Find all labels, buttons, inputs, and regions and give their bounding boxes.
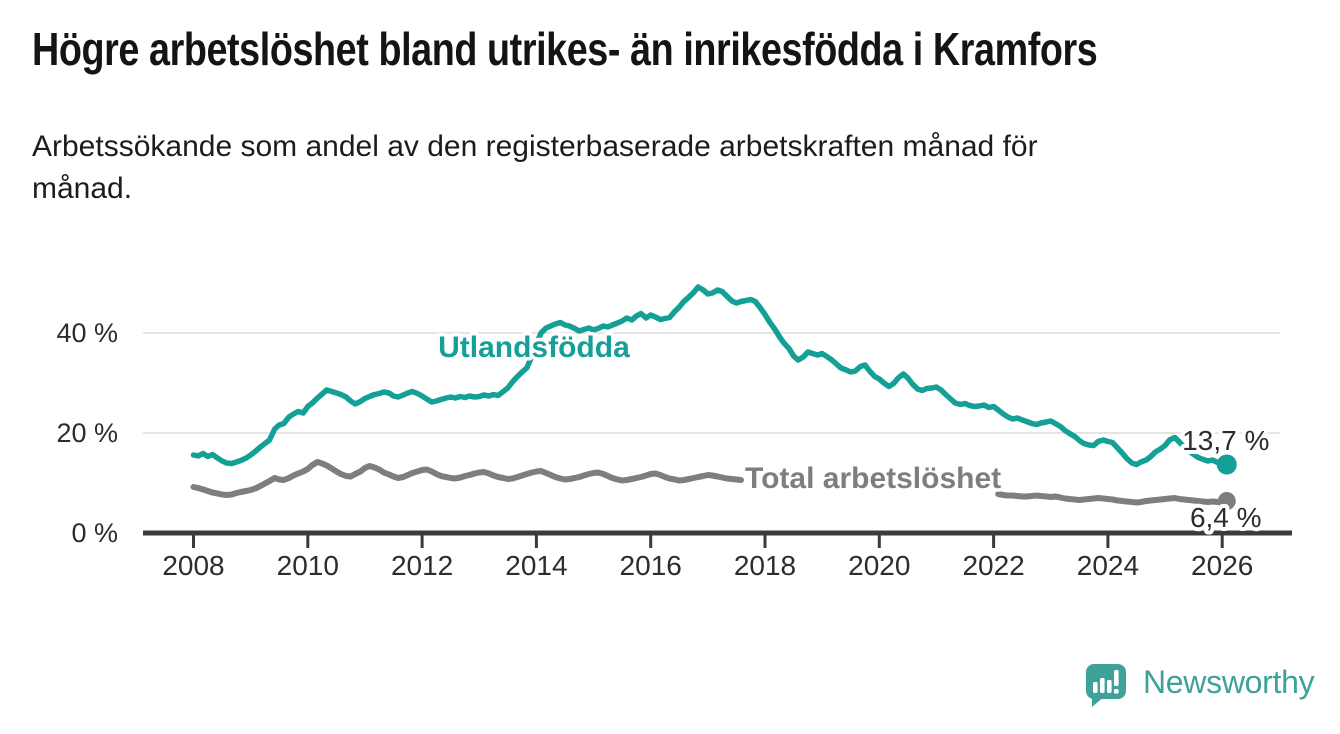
chart-subtitle: Arbetssökande som andel av den registerb…: [32, 126, 1038, 210]
x-tick-label: 2010: [277, 550, 339, 581]
newsworthy-logo: Newsworthy: [1084, 656, 1315, 708]
series-label-utlandsf-dda: Utlandsfödda: [438, 331, 630, 364]
x-tick-label: 2016: [620, 550, 682, 581]
page-title-text: Högre arbetslöshet bland utrikes- än inr…: [32, 23, 1098, 75]
y-tick-label: 0 %: [71, 518, 118, 548]
series-line-total-arbetsl-shet: [995, 491, 1230, 506]
x-tick-label: 2014: [505, 550, 567, 581]
x-tick-label: 2012: [391, 550, 453, 581]
chart-subtitle-line2: månad.: [32, 172, 133, 205]
chart-subtitle-line1: Arbetssökande som andel av den registerb…: [32, 130, 1038, 163]
brand-name: Newsworthy: [1143, 663, 1315, 700]
x-tick-label: 2026: [1191, 550, 1253, 581]
newsworthy-bubble-chart-icon: [1086, 664, 1126, 707]
y-tick-label: 40 %: [56, 318, 118, 348]
end-dot-utlandsf-dda: [1216, 454, 1237, 475]
series-label-total-arbetsl-shet: Total arbetslöshet: [745, 462, 1001, 495]
page-title: Högre arbetslöshet bland utrikes- än inr…: [32, 22, 1331, 76]
series-line-utlandsf-dda: [190, 284, 1230, 468]
x-tick-label: 2008: [162, 550, 224, 581]
x-tick-label: 2024: [1077, 550, 1139, 581]
x-tick-label: 2018: [734, 550, 796, 581]
y-tick-label: 20 %: [56, 418, 118, 448]
x-tick-label: 2020: [848, 550, 910, 581]
end-dot-total-arbetsl-shet: [1217, 492, 1236, 510]
x-tick-label: 2022: [962, 550, 1024, 581]
end-value-label-utlandsf-dda: 13,7 %: [1182, 425, 1269, 456]
end-value-label-total-arbetsl-shet: 6,4 %: [1190, 502, 1262, 533]
series-line-total-arbetsl-shet: [190, 459, 744, 498]
